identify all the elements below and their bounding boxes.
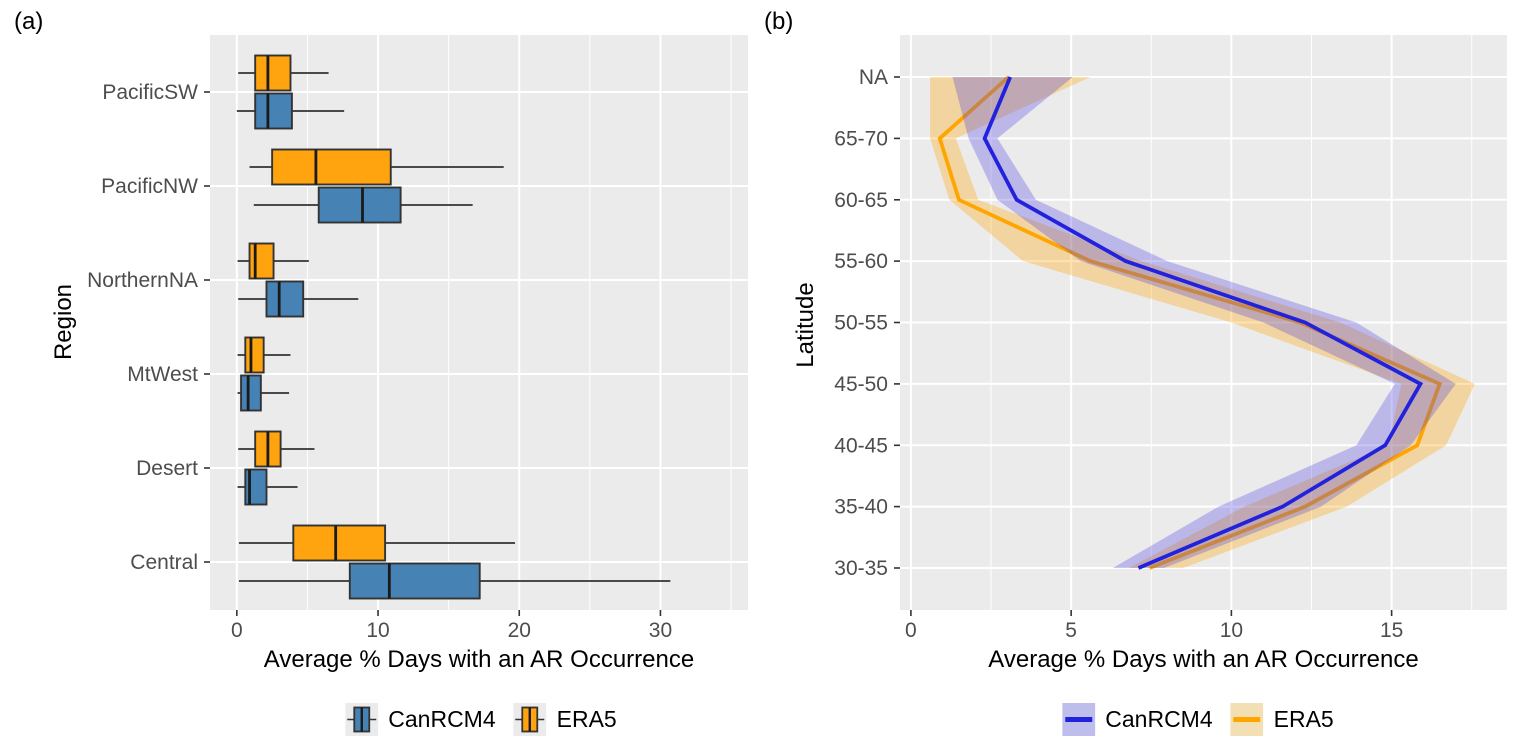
legend-item-era5: ERA5 — [1230, 703, 1334, 736]
box — [254, 92, 293, 130]
panel-a-y-axis-title: Region — [50, 283, 77, 361]
canrcm4-line-key-icon — [1062, 703, 1096, 736]
panel-b-legend: CanRCM4 ERA5 — [1062, 703, 1334, 736]
panel-b-y-axis-title: Latitude — [792, 282, 819, 368]
legend-item-canrcm4: CanRCM4 — [345, 703, 496, 736]
legend-label-era5: ERA5 — [556, 706, 617, 732]
y-tick-label: 30-35 — [834, 557, 888, 580]
x-tick-label: 10 — [1220, 619, 1243, 642]
box — [265, 280, 305, 318]
legend-label-canrcm4: CanRCM4 — [388, 706, 496, 732]
canrcm4-box-central — [238, 562, 671, 600]
canrcm4-confidence-ribbon — [952, 77, 1456, 568]
x-tick-label: 30 — [649, 619, 672, 642]
y-tick-label: 50-55 — [834, 312, 888, 335]
panel-a-letter: (a) — [14, 8, 44, 35]
canrcm4-line — [982, 76, 1424, 570]
y-tick-label: 40-45 — [834, 434, 888, 457]
y-tick-label: PacificSW — [102, 81, 198, 104]
y-tick-label: 65-70 — [834, 127, 888, 150]
y-tick-label: 45-50 — [834, 373, 888, 396]
y-tick-label: 35-40 — [834, 496, 888, 519]
canrcm4-box-pacificnw — [253, 186, 473, 224]
era5-box-mtwest — [237, 336, 291, 374]
box — [292, 524, 387, 562]
boxplot-key-glyph — [513, 703, 547, 736]
box — [248, 242, 275, 280]
panel-b-letter: (b) — [764, 8, 794, 35]
y-tick-label: PacificNW — [101, 175, 198, 198]
box — [348, 562, 481, 600]
line-key-glyph — [1062, 703, 1096, 736]
panel-a-x-axis-title: Average % Days with an AR Occurrence — [263, 646, 695, 673]
y-tick-label: 55-60 — [834, 250, 888, 273]
panel-a-plot: 0 10 20 30 PacificSW PacificNW NorthernNA MtWes… — [87, 35, 748, 642]
boxplot-key-glyph — [345, 703, 379, 736]
box — [271, 148, 392, 186]
panel-a-legend: CanRCM4 ERA5 — [345, 703, 617, 736]
x-tick-label: 5 — [1065, 619, 1077, 642]
canrcm4-boxplot-key-icon — [345, 703, 379, 736]
box — [254, 54, 292, 92]
x-tick-label: 0 — [905, 619, 917, 642]
panel-b-plot: 0 5 10 15 NA 65-70 60-65 55-60 50-55 45-50 40-45 35… — [834, 35, 1507, 642]
x-tick-label: 10 — [366, 619, 389, 642]
canrcm4-box-desert — [237, 468, 298, 506]
era5-box-northernna — [237, 242, 309, 280]
x-tick-label: 20 — [508, 619, 531, 642]
legend-item-era5: ERA5 — [513, 703, 617, 736]
y-tick-label: 60-65 — [834, 189, 888, 212]
legend-label-era5: ERA5 — [1273, 706, 1334, 732]
box — [244, 336, 265, 374]
era5-box-central — [238, 524, 516, 562]
legend-item-canrcm4: CanRCM4 — [1062, 703, 1213, 736]
x-tick-label: 0 — [231, 619, 243, 642]
y-tick-label: NA — [859, 66, 888, 89]
era5-line-key-icon — [1230, 703, 1264, 736]
panel-b-series — [930, 75, 1475, 570]
y-tick-label: MtWest — [127, 363, 198, 386]
box — [317, 186, 402, 224]
x-tick-label: 15 — [1380, 619, 1403, 642]
legend-label-canrcm4: CanRCM4 — [1105, 706, 1213, 732]
y-tick-label: NorthernNA — [87, 269, 198, 292]
box — [240, 374, 262, 412]
canrcm4-box-pacificsw — [236, 92, 345, 130]
era5-box-desert — [238, 430, 315, 468]
panel-a-background — [210, 35, 748, 610]
era5-boxplot-key-icon — [513, 703, 547, 736]
y-tick-label: Desert — [136, 457, 198, 480]
era5-box-pacificsw — [238, 54, 329, 92]
panel-b-x-axis-title: Average % Days with an AR Occurrence — [988, 646, 1419, 673]
canrcm4-box-northernna — [238, 280, 359, 318]
era5-box-pacificnw — [249, 148, 504, 186]
canrcm4-box-mtwest — [237, 374, 290, 412]
y-tick-label: Central — [130, 551, 198, 574]
line-key-glyph — [1230, 703, 1264, 736]
